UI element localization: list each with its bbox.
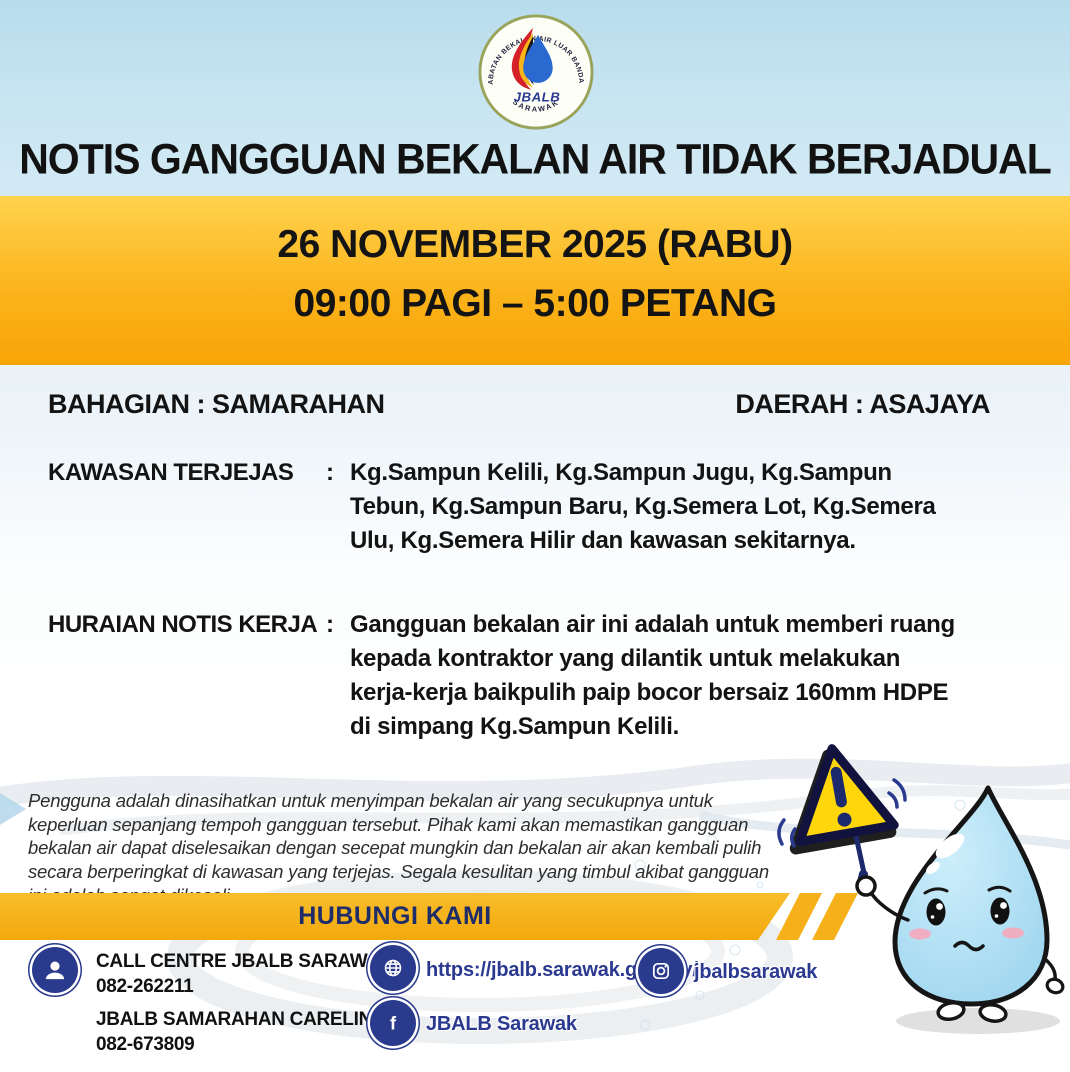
- facebook-link[interactable]: JBALB Sarawak: [426, 1013, 577, 1035]
- logo-acronym: JBALB: [514, 90, 561, 105]
- huraian-colon: :: [326, 611, 334, 639]
- instagram-link[interactable]: jbalbsarawak: [694, 961, 818, 983]
- svg-text:f: f: [390, 1013, 397, 1034]
- section-huraian-notis-kerja: HURAIAN NOTIS KERJA : Gangguan bekalan a…: [0, 608, 1070, 744]
- notice-time: 09:00 PAGI – 5:00 PETANG: [293, 282, 777, 325]
- mascot-shadow: [896, 1008, 1060, 1034]
- call-centre-label: CALL CENTRE JBALB SARAWAK: [96, 951, 394, 972]
- bahagian-text: BAHAGIAN : SAMARAHAN: [48, 389, 385, 419]
- section-kawasan-terjejas: KAWASAN TERJEJAS : Kg.Sampun Kelili, Kg.…: [0, 456, 1070, 558]
- call-centre-item: CALL CENTRE JBALB SARAWAK 082-262211: [96, 949, 394, 999]
- daerah-text: DAERAH : ASAJAYA: [735, 389, 990, 419]
- instagram-icon: [652, 962, 670, 980]
- notice-body: BAHAGIAN : SAMARAHAN DAERAH : ASAJAYA KA…: [0, 365, 1070, 745]
- person-icon: [45, 961, 65, 980]
- warning-triangle-icon: [777, 744, 907, 888]
- facebook-badge[interactable]: f: [370, 1000, 416, 1046]
- jbalb-logo: JABATAN BEKALAN AIR LUAR BANDAR SARAWAK …: [477, 13, 594, 130]
- advisory-text: Pengguna adalah dinasihatkan untuk menyi…: [28, 790, 769, 906]
- logo-water-drop: [523, 34, 553, 83]
- careline-number: 082-673809: [96, 1034, 195, 1056]
- globe-icon: [384, 959, 402, 977]
- water-drop-mascot: [777, 744, 1065, 1034]
- header: JABATAN BEKALAN AIR LUAR BANDAR SARAWAK …: [0, 0, 1070, 196]
- huraian-text: Gangguan bekalan air ini adalah untuk me…: [350, 611, 955, 741]
- region-row: BAHAGIAN : SAMARAHAN DAERAH : ASAJAYA: [0, 365, 1070, 420]
- huraian-label: HURAIAN NOTIS KERJA: [48, 611, 318, 639]
- facebook-icon: f: [390, 1013, 397, 1034]
- kawasan-text: Kg.Sampun Kelili, Kg.Sampun Jugu, Kg.Sam…: [350, 459, 936, 555]
- website-link[interactable]: https://jbalb.sarawak.gov.my/: [426, 959, 698, 981]
- contact-area: Pengguna adalah dinasihatkan untuk menyi…: [0, 745, 1070, 1072]
- kawasan-colon: :: [326, 459, 334, 486]
- website-badge[interactable]: [370, 945, 416, 991]
- mascot-body: [855, 785, 1065, 1023]
- careline-item: JBALB SAMARAHAN CARELINE 082-673809: [96, 1007, 385, 1057]
- instagram-badge[interactable]: [638, 948, 684, 994]
- call-centre-icon: [32, 947, 78, 993]
- date-banner: 26 NOVEMBER 2025 (RABU) 09:00 PAGI – 5:0…: [0, 196, 1070, 365]
- contact-heading-banner: HUBUNGI KAMI: [0, 893, 790, 940]
- call-centre-number: 082-262211: [96, 976, 194, 998]
- notice-title: NOTIS GANGGUAN BEKALAN AIR TIDAK BERJADU…: [19, 135, 1052, 183]
- notice-date: 26 NOVEMBER 2025 (RABU): [277, 223, 793, 266]
- careline-label: JBALB SAMARAHAN CARELINE: [96, 1009, 385, 1030]
- kawasan-label: KAWASAN TERJEJAS: [48, 459, 294, 486]
- contact-heading: HUBUNGI KAMI: [298, 902, 492, 930]
